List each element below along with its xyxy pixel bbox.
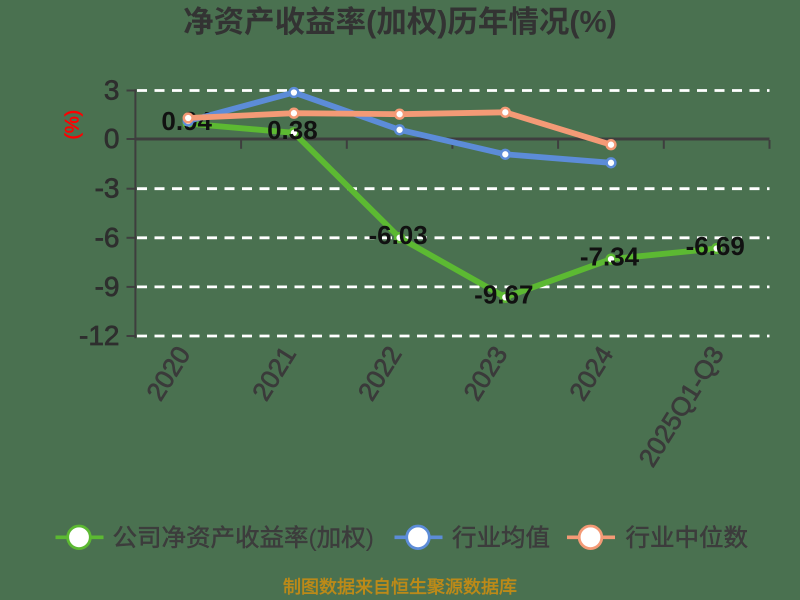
svg-text:0: 0 — [104, 123, 120, 154]
svg-text:(%): (%) — [63, 110, 84, 140]
svg-text:(: ( — [366, 5, 377, 39]
svg-text:-12: -12 — [79, 320, 119, 351]
svg-text:): ) — [366, 525, 374, 552]
svg-text:-7.34: -7.34 — [580, 241, 640, 271]
svg-text:0.38: 0.38 — [267, 115, 318, 145]
svg-text:-9.67: -9.67 — [474, 280, 533, 310]
svg-text:3: 3 — [104, 75, 120, 106]
svg-text:-9: -9 — [95, 271, 120, 302]
svg-text:(: ( — [309, 525, 318, 552]
svg-text:-6.03: -6.03 — [368, 220, 427, 250]
svg-text:(%): (%) — [569, 5, 616, 39]
svg-text:): ) — [437, 5, 447, 39]
svg-text:-3: -3 — [95, 173, 120, 204]
svg-text:-6.69: -6.69 — [686, 231, 745, 261]
svg-text:-6: -6 — [95, 222, 120, 253]
